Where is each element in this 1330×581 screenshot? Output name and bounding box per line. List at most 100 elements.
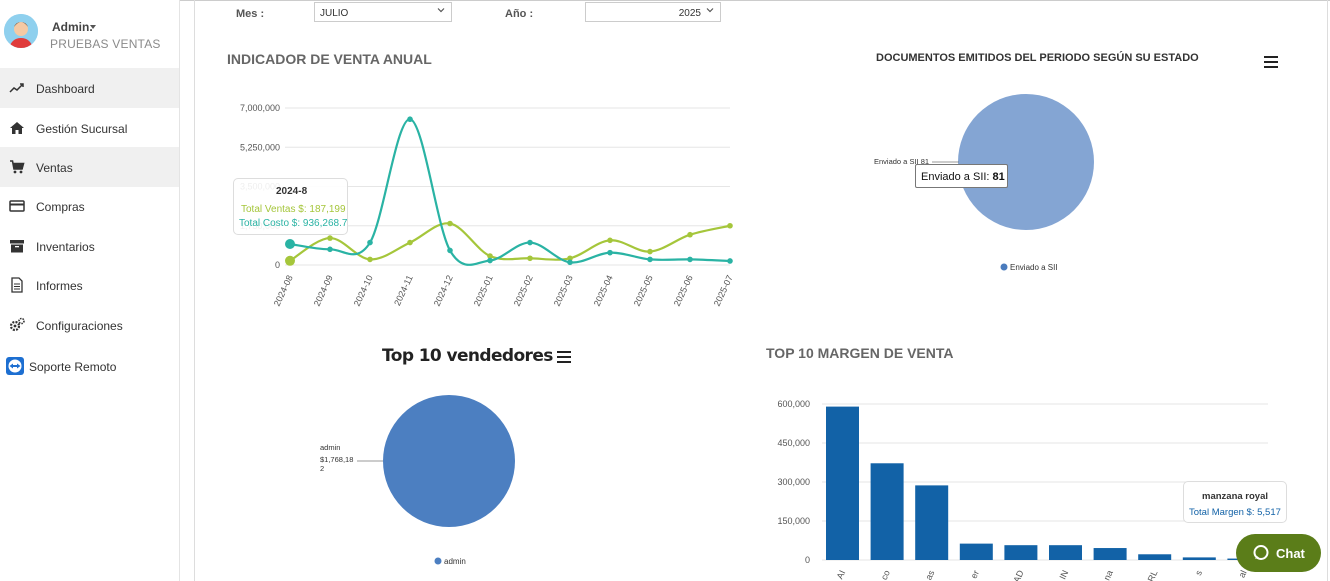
x-tick-label: 2024-11 [392, 274, 415, 308]
sidebar-item-label: Informes [36, 279, 83, 293]
gears-icon [9, 317, 25, 332]
x-tick-label: s [1193, 568, 1204, 577]
teamviewer-icon [6, 357, 24, 375]
chevron-down-icon [437, 8, 445, 13]
sidebar-item-label: Configuraciones [36, 319, 123, 333]
x-tick-label: 2025-02 [512, 274, 535, 308]
x-tick-label: AI [835, 569, 848, 581]
x-tick-label: 2024-09 [312, 274, 335, 308]
tooltip-period: 2024-8 [276, 186, 308, 197]
bar [959, 543, 993, 560]
top-sellers-pie-chart: admin $1,768,18 2 admin [320, 395, 515, 566]
year-select-value: 2025 [678, 8, 701, 19]
annual-sales-tooltip: 2024-8 Total Ventas $: 187,199 Total Cos… [233, 178, 348, 235]
y-tick-label: 5,250,000 [240, 142, 280, 152]
data-point [527, 239, 533, 246]
user-name[interactable]: Admin. [52, 20, 93, 34]
bar [1138, 554, 1172, 560]
data-point [407, 239, 413, 246]
x-tick-label: 2025-05 [632, 274, 655, 308]
data-point [567, 255, 573, 262]
top-sellers-title: Top 10 vendedores [382, 346, 553, 366]
sidebar-item-ventas[interactable]: Ventas [0, 147, 179, 187]
year-select[interactable]: 2025 [585, 2, 721, 22]
chat-button[interactable]: Chat [1236, 534, 1321, 572]
margin-chart-title: TOP 10 MARGEN DE VENTA [766, 345, 954, 361]
data-point [487, 257, 493, 264]
data-point [727, 222, 733, 229]
month-select-value: JULIO [320, 8, 349, 19]
bar [1093, 548, 1127, 560]
margin-bar-chart: 0 150,000 300,000 450,000 600,000 AI co as er AD I… [777, 399, 1268, 581]
x-tick-label: 2024-10 [352, 274, 375, 308]
legend-label: Enviado a SII [1010, 263, 1058, 272]
pie-slice-value-cont: 2 [320, 464, 324, 473]
pie-slice-label: admin [320, 443, 340, 452]
tooltip-product: manzana royal [1202, 491, 1268, 502]
sidebar-item-dashboard[interactable]: Dashboard [0, 68, 179, 108]
tooltip-label: Enviado a SII: [921, 171, 993, 183]
month-label: Mes : [236, 8, 265, 20]
x-tick-label: na [1102, 569, 1115, 581]
sidebar-item-inventarios[interactable]: Inventarios [0, 226, 179, 266]
pie-slice-value: $1,768,18 [320, 455, 353, 464]
user-panel[interactable]: Admin. PRUEBAS VENTAS [0, 0, 179, 66]
x-tick-label: 2024-12 [432, 274, 455, 308]
data-point [367, 256, 373, 263]
x-tick-label: 2024-08 [272, 274, 295, 308]
sidebar-item-soporte-remoto[interactable]: Soporte Remoto [0, 346, 179, 386]
bar [870, 463, 904, 560]
sidebar-item-label: Dashboard [36, 82, 95, 96]
series-line [289, 118, 731, 266]
top-sellers-menu-icon[interactable] [557, 351, 571, 363]
x-tick-label: 2025-07 [712, 274, 735, 308]
user-company: PRUEBAS VENTAS [50, 37, 161, 51]
data-point [687, 231, 693, 238]
y-tick-label: 150,000 [777, 516, 810, 526]
chat-bubble-icon [1253, 545, 1269, 560]
tooltip-costo: Total Costo $: 936,268.7 [239, 218, 348, 229]
x-tick-label: AD [1011, 568, 1026, 581]
legend-marker [1000, 263, 1008, 271]
documents-tooltip: Enviado a SII: 81 [915, 164, 1008, 188]
data-point [447, 247, 453, 254]
x-tick-label: as [923, 568, 936, 581]
sidebar-item-gestion-sucursal[interactable]: Gestión Sucursal [0, 108, 179, 148]
x-tick-label: 2025-04 [592, 274, 615, 308]
x-tick-label: 2025-06 [672, 274, 695, 308]
legend-marker [434, 557, 442, 565]
y-tick-label: 300,000 [777, 477, 810, 487]
tooltip-ventas: Total Ventas $: 187,199 [241, 204, 346, 215]
chevron-down-icon [706, 8, 714, 13]
documents-chart-title: DOCUMENTOS EMITIDOS DEL PERIODO SEGÚN SU… [876, 52, 1199, 64]
avatar[interactable] [4, 14, 38, 48]
dropdown-caret-icon[interactable] [90, 25, 96, 29]
y-tick-label: 7,000,000 [240, 103, 280, 113]
x-tick-label: 2025-03 [552, 274, 575, 308]
bar [1004, 545, 1038, 560]
documents-menu-icon[interactable] [1264, 56, 1278, 68]
sidebar-item-configuraciones[interactable]: Configuraciones [0, 305, 179, 345]
data-point [607, 237, 613, 244]
x-tick-label: IN [1057, 569, 1070, 581]
sidebar-item-compras[interactable]: Compras [0, 186, 179, 226]
data-point [487, 253, 493, 259]
y-tick-label: 0 [275, 260, 280, 270]
data-point [527, 255, 533, 262]
x-tick-label: co [879, 569, 892, 581]
sidebar-item-label: Inventarios [36, 240, 95, 254]
top-border [180, 0, 1330, 1]
home-icon [10, 122, 24, 134]
document-icon [11, 277, 23, 293]
sidebar-item-informes[interactable]: Informes [0, 265, 179, 305]
tooltip-margin: Total Margen $: 5,517 [1189, 507, 1281, 518]
legend-label: admin [444, 557, 466, 566]
bar [915, 485, 949, 560]
archive-box-icon [10, 240, 24, 253]
data-point [407, 116, 413, 123]
pie-slice-label: Enviado a SII 81 [874, 157, 929, 166]
content-border-right [1327, 0, 1328, 581]
annual-sales-title: INDICADOR DE VENTA ANUAL [227, 51, 432, 67]
data-point [647, 256, 653, 263]
month-select[interactable]: JULIO [314, 2, 452, 22]
